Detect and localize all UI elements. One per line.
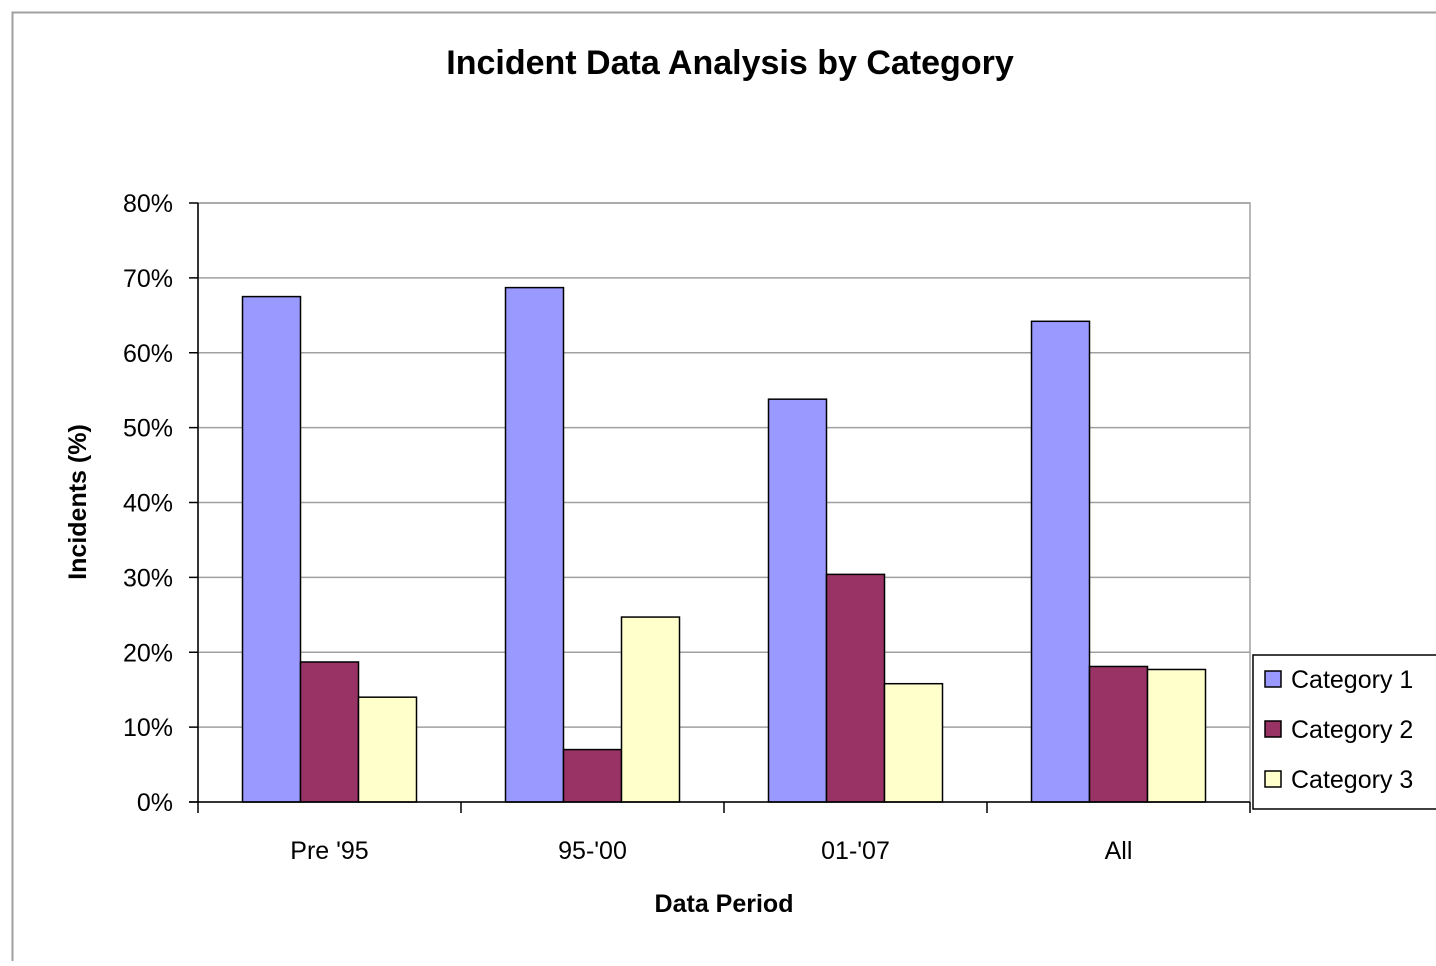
bar-1-1 — [243, 297, 301, 802]
y-tick-label: 10% — [123, 714, 173, 742]
legend-label-3: Category 3 — [1291, 766, 1413, 794]
legend-swatch-2 — [1265, 721, 1281, 737]
bar-2-3 — [827, 574, 885, 802]
legend-swatch-1 — [1265, 671, 1281, 687]
x-axis-label: Data Period — [655, 890, 794, 918]
y-axis-label: Incidents (%) — [64, 424, 92, 580]
bar-2-2 — [564, 750, 622, 802]
legend: Category 1 Category 2 Category 3 — [1253, 655, 1436, 809]
y-tick-label: 40% — [123, 490, 173, 518]
y-tick-label: 60% — [123, 340, 173, 368]
y-tick-label: 50% — [123, 415, 173, 443]
chart-title: Incident Data Analysis by Category — [446, 44, 1014, 82]
x-tick-label: Pre '95 — [290, 837, 368, 865]
bar-2-4 — [1090, 666, 1148, 802]
bar-1-3 — [769, 399, 827, 802]
y-tick-label: 20% — [123, 639, 173, 667]
bar-3-1 — [359, 697, 417, 802]
x-tick-label: 01-'07 — [821, 837, 890, 865]
plot-area: 0% 10% 20% 30% 40% 50% 60% 70% 80% Pre '95 95-'00 0… — [123, 190, 1250, 865]
legend-label-1: Category 1 — [1291, 666, 1413, 694]
x-tick-label: 95-'00 — [558, 837, 627, 865]
legend-swatch-3 — [1265, 771, 1281, 787]
x-tick-label: All — [1105, 837, 1133, 865]
bar-2-1 — [301, 662, 359, 802]
y-tick-label: 0% — [137, 789, 173, 817]
legend-label-2: Category 2 — [1291, 716, 1413, 744]
bar-1-2 — [506, 288, 564, 802]
bar-1-4 — [1032, 321, 1090, 802]
y-tick-label: 70% — [123, 265, 173, 293]
bar-3-4 — [1148, 669, 1206, 802]
bar-3-3 — [885, 684, 943, 802]
y-tick-label: 80% — [123, 190, 173, 218]
bar-3-2 — [622, 617, 680, 802]
y-tick-label: 30% — [123, 564, 173, 592]
